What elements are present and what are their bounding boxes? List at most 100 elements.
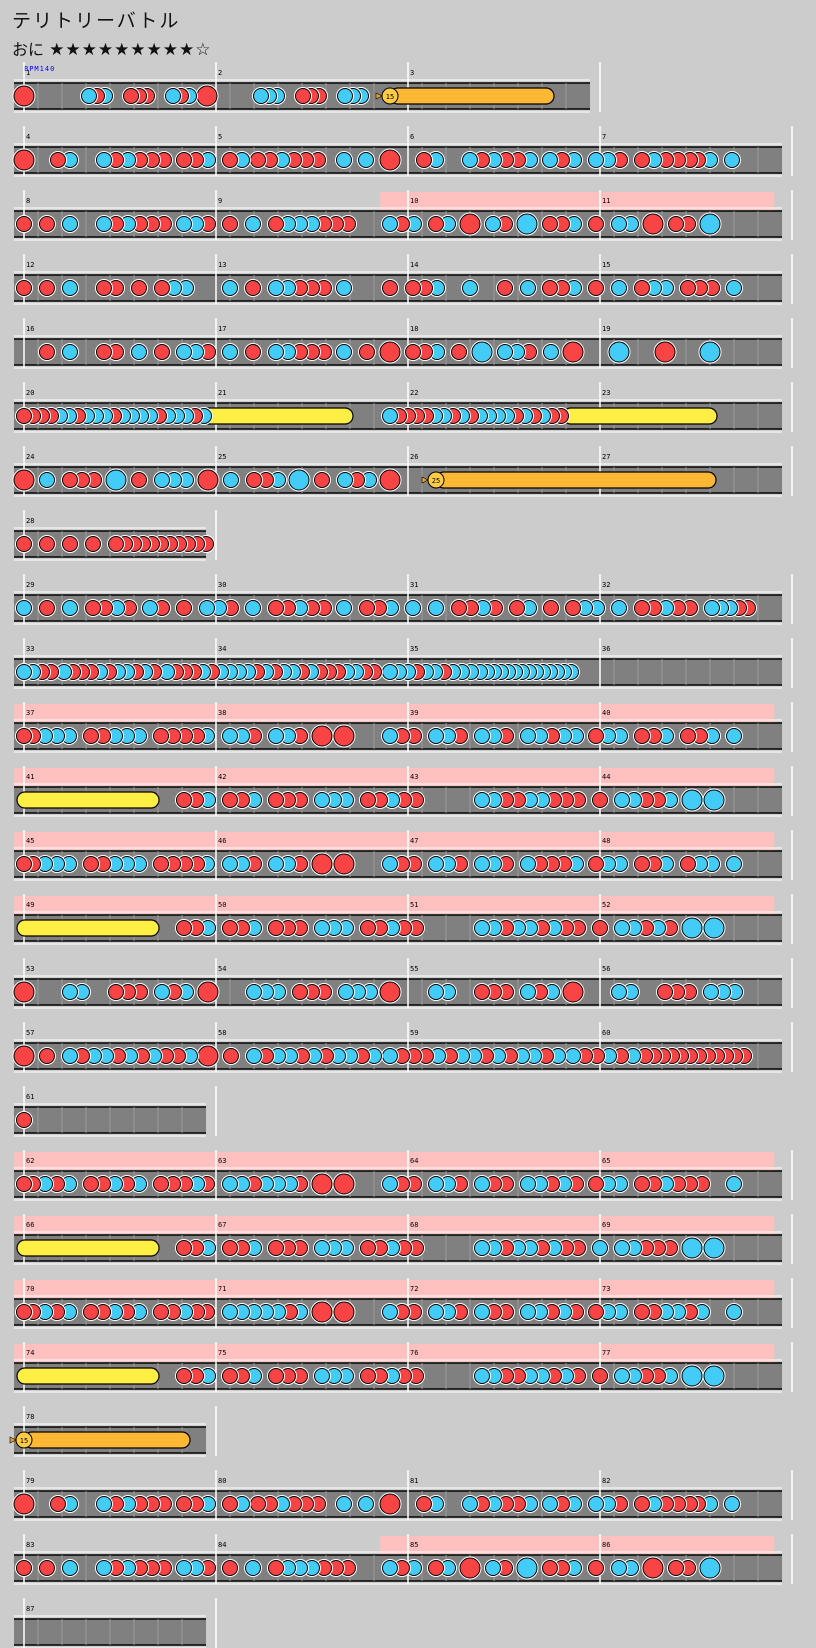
don-note <box>62 472 78 488</box>
don-note <box>85 600 101 616</box>
don-note <box>405 344 421 360</box>
ka-note <box>724 1496 740 1512</box>
ka-note <box>704 600 720 616</box>
don-note <box>360 792 376 808</box>
don-note <box>295 88 311 104</box>
ka-note <box>382 1560 398 1576</box>
ka-note <box>428 728 444 744</box>
bpm-label: BPM140 <box>24 65 56 73</box>
bar-number: 14 <box>410 261 418 269</box>
ka-note <box>565 1048 581 1064</box>
don-note <box>153 856 169 872</box>
don-note <box>16 1560 32 1576</box>
ka-note <box>314 1240 330 1256</box>
big-ka-note <box>681 917 703 939</box>
ka-note <box>474 1304 490 1320</box>
don-note <box>360 1240 376 1256</box>
don-note <box>83 728 99 744</box>
don-note <box>39 344 55 360</box>
chart-row: 49 50 51 52 <box>14 894 793 945</box>
don-note <box>85 536 101 552</box>
bar-number: 74 <box>26 1349 34 1357</box>
ka-note <box>611 984 627 1000</box>
ka-note <box>543 344 559 360</box>
chart-row: 70 71 72 73 <box>14 1278 793 1329</box>
big-don-note <box>13 981 35 1003</box>
don-note <box>592 920 608 936</box>
ka-note <box>382 216 398 232</box>
bar-number: 65 <box>602 1157 610 1165</box>
gogo-band <box>14 1344 774 1362</box>
bar-number: 53 <box>26 965 34 973</box>
ka-note <box>382 856 398 872</box>
ka-note <box>176 344 192 360</box>
don-note <box>668 1560 684 1576</box>
ka-note <box>462 152 478 168</box>
bar-number: 54 <box>218 965 226 973</box>
big-don-note <box>13 1493 35 1515</box>
don-note <box>668 216 684 232</box>
ka-note <box>336 344 352 360</box>
ka-note <box>382 408 398 424</box>
chart-row: 87 <box>14 1598 217 1648</box>
balloon-tail <box>9 1436 17 1444</box>
chart-row: 29 30 31 32 <box>14 574 793 625</box>
ka-note <box>268 344 284 360</box>
ka-note <box>405 600 421 616</box>
ka-note <box>96 1496 112 1512</box>
don-note <box>657 984 673 1000</box>
don-note <box>108 536 124 552</box>
don-note <box>131 472 147 488</box>
don-note <box>542 216 558 232</box>
ka-note <box>592 1240 608 1256</box>
bar-number: 77 <box>602 1349 610 1357</box>
bar-number: 6 <box>410 133 414 141</box>
difficulty-label: おに <box>12 40 45 59</box>
don-note <box>680 280 696 296</box>
big-ka-note <box>703 1237 725 1259</box>
ka-note <box>246 984 262 1000</box>
bar-number: 83 <box>26 1541 34 1549</box>
don-note <box>268 216 284 232</box>
ka-note <box>222 1304 238 1320</box>
ka-note <box>428 1304 444 1320</box>
don-note <box>292 984 308 1000</box>
chart-row: 28 <box>14 510 217 561</box>
don-note <box>222 1560 238 1576</box>
don-note <box>359 344 375 360</box>
bar-number: 9 <box>218 197 222 205</box>
bar-number: 5 <box>218 133 222 141</box>
gogo-band <box>14 1152 774 1170</box>
bar-number: 48 <box>602 837 610 845</box>
big-ka-note <box>703 917 725 939</box>
big-don-note <box>333 853 355 875</box>
don-note <box>154 344 170 360</box>
bar-number: 80 <box>218 1477 226 1485</box>
bar-number: 28 <box>26 517 34 525</box>
ka-note <box>222 1176 238 1192</box>
big-don-note <box>562 981 584 1003</box>
gogo-band <box>14 1280 774 1298</box>
chart-row: 4 5 6 7 <box>12 126 793 177</box>
bar-number: 58 <box>218 1029 226 1037</box>
don-note <box>16 856 32 872</box>
ka-note <box>428 856 444 872</box>
bar-number: 15 <box>602 261 610 269</box>
ka-note <box>474 728 490 744</box>
ka-note <box>474 1176 490 1192</box>
don-note <box>39 280 55 296</box>
bar-number: 19 <box>602 325 610 333</box>
ka-note <box>245 600 261 616</box>
bar-number: 70 <box>26 1285 34 1293</box>
ka-note <box>611 600 627 616</box>
don-note <box>83 856 99 872</box>
don-note <box>634 1176 650 1192</box>
ka-note <box>520 984 536 1000</box>
don-note <box>588 216 604 232</box>
chart-row: 1 2 3 15 <box>12 62 601 113</box>
gogo-band <box>380 1536 774 1554</box>
big-don-note <box>654 341 676 363</box>
big-don-note <box>333 725 355 747</box>
don-note <box>222 920 238 936</box>
bar-number: 16 <box>26 325 34 333</box>
